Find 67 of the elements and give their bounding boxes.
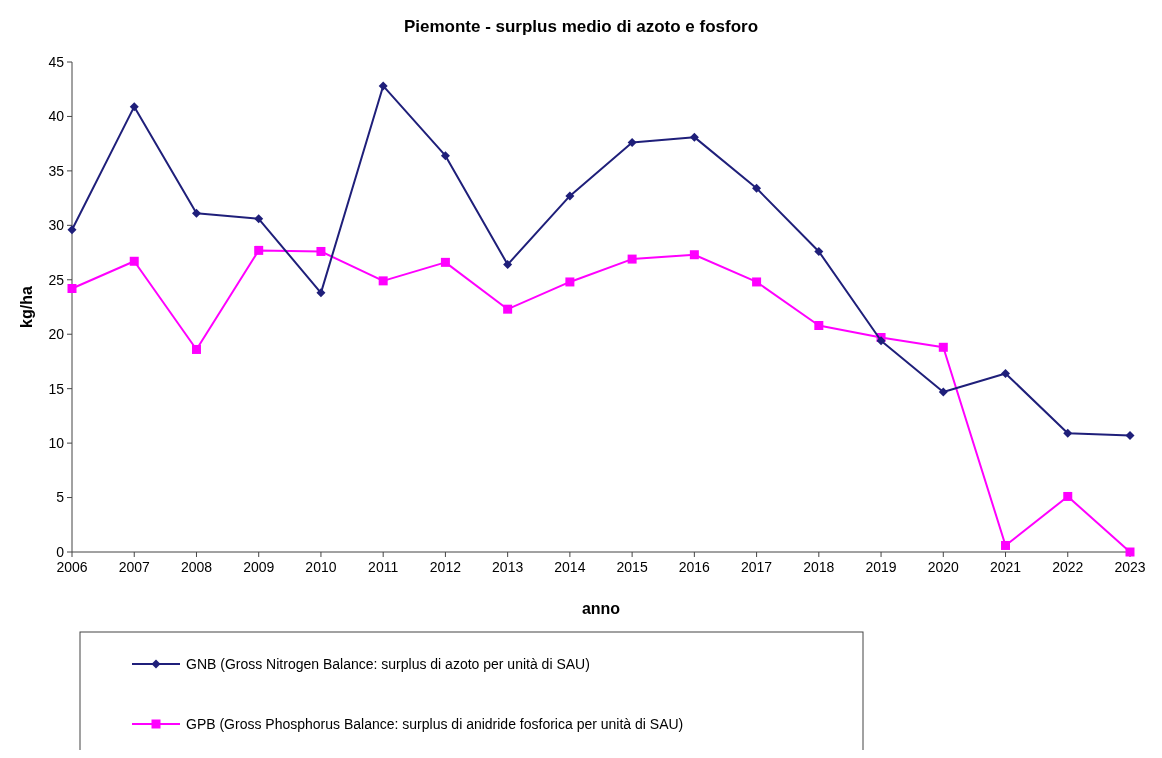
point	[814, 321, 824, 331]
x-tick-label: 2013	[492, 559, 524, 575]
x-tick-label: 2018	[803, 559, 835, 575]
point	[67, 225, 77, 235]
x-tick-label: 2006	[56, 559, 88, 575]
point	[627, 138, 637, 148]
point	[627, 254, 637, 264]
point	[938, 342, 948, 352]
x-tick-label: 2017	[741, 559, 773, 575]
y-tick-label: 15	[48, 380, 65, 397]
x-axis-title: anno	[581, 600, 621, 617]
x-tick-label: 2012	[429, 559, 462, 575]
x-tick-label: 2021	[989, 559, 1022, 575]
point	[752, 277, 762, 287]
point	[1125, 430, 1135, 440]
y-tick-label: 10	[48, 435, 65, 452]
point	[814, 246, 824, 256]
x-tick-label: 2020	[927, 559, 960, 575]
x-tick-label: 2015	[616, 559, 648, 575]
x-tick-label: 2011	[368, 559, 399, 575]
point	[440, 257, 450, 267]
point	[129, 256, 139, 266]
point	[503, 260, 513, 270]
y-tick-label: 45	[48, 53, 65, 70]
point	[378, 81, 388, 91]
point	[191, 344, 201, 354]
point	[876, 336, 886, 346]
point	[565, 277, 575, 287]
point	[440, 151, 450, 161]
y-tick-label: 5	[56, 489, 65, 506]
point	[1001, 540, 1011, 550]
x-tick-label: 2010	[305, 559, 337, 575]
x-tick-label: 2016	[678, 559, 711, 575]
point	[129, 102, 139, 112]
legend-label: GPB (Gross Phosphorus Balance: surplus di anidride fosforica per unità di SAU)	[186, 715, 684, 732]
y-tick-label: 25	[48, 271, 65, 288]
x-tick-label: 2009	[243, 559, 275, 575]
point	[67, 283, 77, 293]
y-tick-label: 20	[48, 326, 65, 343]
x-tick-label: 2007	[118, 559, 151, 575]
point	[503, 304, 513, 314]
y-tick-label: 40	[48, 108, 65, 125]
x-tick-label: 2008	[180, 559, 213, 575]
chart-title: Piemonte - surplus medio di azoto e fosforo	[403, 17, 759, 36]
y-tick-label: 30	[48, 217, 65, 234]
point	[752, 183, 762, 193]
point	[1001, 368, 1011, 378]
point	[689, 250, 699, 260]
y-tick-label: 0	[56, 543, 65, 560]
point	[689, 132, 699, 142]
point	[316, 246, 326, 256]
x-tick-label: 2022	[1052, 559, 1084, 575]
point	[1063, 491, 1073, 501]
y-tick-label: 35	[48, 162, 65, 179]
x-tick-label: 2019	[865, 559, 897, 575]
point	[254, 245, 264, 255]
point	[565, 191, 575, 201]
legend-label: GNB (Gross Nitrogen Balance: surplus di azoto per unità di SAU)	[186, 655, 590, 672]
point	[316, 288, 326, 298]
point	[254, 214, 264, 224]
point	[191, 208, 201, 218]
point	[938, 387, 948, 397]
x-tick-label: 2023	[1114, 559, 1146, 575]
y-axis-title: kg/ha	[18, 286, 35, 328]
x-tick-label: 2014	[554, 559, 586, 575]
point	[1063, 428, 1073, 438]
point	[378, 276, 388, 286]
